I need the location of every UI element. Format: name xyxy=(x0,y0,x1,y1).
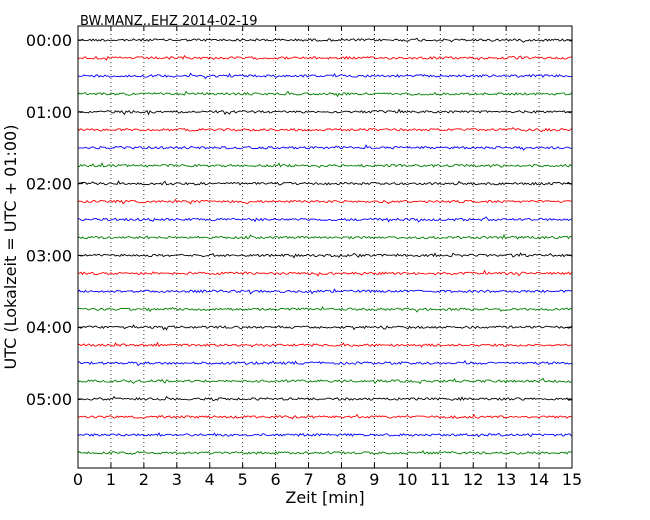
x-tick-label: 12 xyxy=(463,470,483,489)
seismic-trace xyxy=(77,216,572,223)
x-tick-label: 3 xyxy=(172,470,182,489)
seismic-trace xyxy=(77,108,572,116)
seismic-trace xyxy=(77,341,572,348)
chart-title: BW.MANZ..EHZ 2014-02-19 xyxy=(80,14,258,29)
seismic-trace xyxy=(77,360,572,367)
seismic-trace xyxy=(77,198,572,205)
seismic-trace xyxy=(77,127,572,133)
x-tick-label: 13 xyxy=(496,470,516,489)
y-tick-label: 04:00 xyxy=(26,318,72,337)
x-tick-label: 15 xyxy=(562,470,582,489)
y-tick-label: 00:00 xyxy=(26,31,72,50)
plot-frame xyxy=(77,25,573,469)
x-tick-label: 2 xyxy=(139,470,149,489)
traces xyxy=(77,37,572,455)
seismic-trace xyxy=(77,144,572,151)
y-axis-ticks: 00:00 01:00 02:00 03:00 04:00 05:00 xyxy=(26,31,572,409)
seismic-trace xyxy=(77,432,572,438)
seismic-trace xyxy=(77,413,572,420)
x-tick-label: 11 xyxy=(430,470,450,489)
y-axis-label: UTC (Lokalzeit = UTC + 01:00) xyxy=(1,125,20,370)
y-tick-label: 02:00 xyxy=(26,175,72,194)
x-tick-label: 10 xyxy=(397,470,417,489)
seismic-trace xyxy=(77,72,572,80)
seismic-trace xyxy=(77,37,572,43)
x-tick-label: 6 xyxy=(271,470,281,489)
seismic-trace xyxy=(77,54,572,61)
x-tick-label: 14 xyxy=(529,470,549,489)
seismic-trace xyxy=(77,324,572,331)
seismic-trace xyxy=(77,233,572,240)
seismic-trace xyxy=(77,305,572,313)
x-tick-label: 4 xyxy=(205,470,215,489)
seismic-trace xyxy=(77,377,572,385)
y-tick-label: 01:00 xyxy=(26,103,72,122)
x-tick-label: 8 xyxy=(336,470,346,489)
seismic-trace xyxy=(77,252,572,259)
x-tick-label: 7 xyxy=(303,470,313,489)
x-axis-label: Zeit [min] xyxy=(285,488,364,507)
grid-lines xyxy=(110,26,540,468)
y-tick-label: 03:00 xyxy=(26,246,72,265)
seismic-trace xyxy=(77,449,572,455)
x-tick-label: 5 xyxy=(238,470,248,489)
seismic-trace xyxy=(77,90,572,98)
seismic-trace xyxy=(77,180,572,186)
seismic-trace xyxy=(77,288,572,295)
x-tick-label: 9 xyxy=(369,470,379,489)
x-tick-label: 0 xyxy=(73,470,83,489)
seismic-trace xyxy=(77,269,572,277)
seismic-trace xyxy=(77,395,572,402)
y-tick-label: 05:00 xyxy=(26,390,72,409)
x-tick-label: 1 xyxy=(106,470,116,489)
seismic-trace xyxy=(77,161,572,169)
x-axis-ticks: 0 1 2 3 4 5 6 7 8 9 10 11 12 13 14 15 xyxy=(73,26,582,489)
